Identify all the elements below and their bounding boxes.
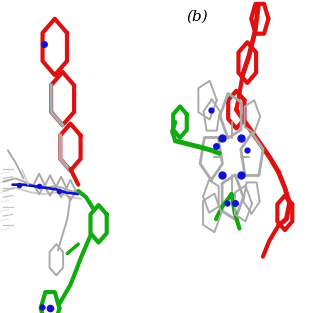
Text: (b): (b)	[186, 9, 208, 23]
